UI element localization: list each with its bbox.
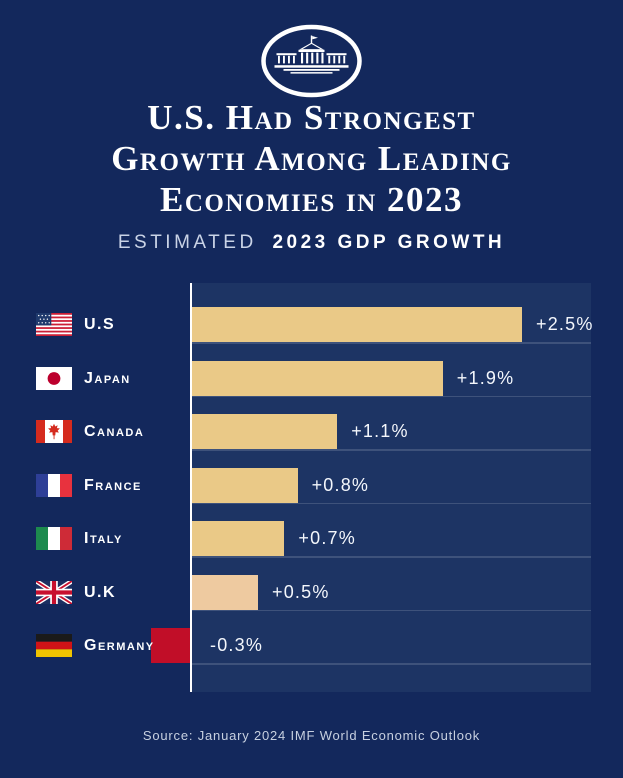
- bar-italy: [192, 521, 285, 556]
- subtitle-gdp-growth: 2023 GDP Growth: [272, 232, 506, 253]
- white-house-logo: [258, 22, 365, 100]
- value-label-france: +0.8%: [311, 474, 370, 495]
- country-label-france: France: [84, 476, 142, 494]
- page-title: U.S. Had Strongest Growth Among Leading …: [0, 97, 623, 220]
- country-label-germany: Germany: [84, 637, 155, 654]
- country-label-us: U.S: [84, 316, 116, 333]
- gridline-japan: [191, 395, 591, 397]
- value-label-italy: +0.7%: [298, 528, 356, 548]
- value-label-canada: +1.1%: [351, 421, 409, 441]
- country-label-uk: U.K: [84, 583, 117, 601]
- bar-germany: [151, 628, 191, 663]
- bar-us: [192, 307, 522, 342]
- value-label-germany: -0.3%: [210, 635, 264, 655]
- gridline-uk: [191, 609, 591, 611]
- subtitle-estimated: Estimated: [117, 232, 257, 253]
- value-label-us: +2.5%: [536, 314, 594, 334]
- canada-flag-icon: [36, 420, 72, 443]
- title-line-2: Growth Among Leading: [111, 139, 512, 178]
- white-house-icon: [261, 24, 362, 98]
- gridline-us: [191, 342, 591, 344]
- italy-flag-icon: [36, 527, 72, 550]
- value-label-uk: +0.5%: [272, 581, 330, 602]
- country-label-canada: Canada: [84, 423, 145, 440]
- gridline-germany: [191, 663, 591, 665]
- uk-flag-icon: [36, 580, 72, 604]
- value-label-japan: +1.9%: [456, 367, 515, 388]
- title-line-1: U.S. Had Strongest: [147, 98, 476, 137]
- country-label-japan: Japan: [84, 369, 131, 387]
- y-axis-line: [189, 283, 192, 692]
- title-line-3: Economies in 2023: [159, 180, 464, 219]
- country-label-italy: Italy: [84, 530, 123, 547]
- france-flag-icon: [36, 473, 72, 497]
- bar-canada: [192, 414, 338, 449]
- gridline-canada: [191, 449, 591, 451]
- us-flag-icon: [36, 313, 72, 336]
- germany-flag-icon: [36, 634, 72, 657]
- source-note: Source: January 2024 IMF World Economic …: [142, 728, 481, 743]
- bar-uk: [192, 574, 258, 610]
- japan-flag-icon: [36, 366, 72, 390]
- chart-subtitle: Estimated 2023 GDP Growth: [0, 232, 623, 254]
- gridline-france: [191, 502, 591, 504]
- bar-japan: [192, 360, 443, 396]
- gridline-italy: [191, 556, 591, 558]
- bar-france: [192, 467, 298, 503]
